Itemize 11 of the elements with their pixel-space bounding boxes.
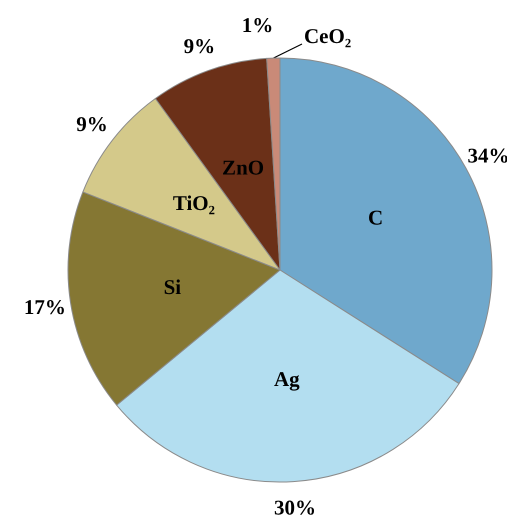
data-label: 17% <box>24 295 66 320</box>
slice-label: C <box>368 205 384 230</box>
slice-label: ZnO <box>222 155 264 180</box>
data-label: 1% <box>242 13 274 38</box>
slice-label: Si <box>164 275 182 300</box>
slice-label: CeO₂ <box>304 24 352 48</box>
slice-label: TiO₂ <box>172 191 215 216</box>
data-label: 9% <box>76 112 108 136</box>
data-label: 9% <box>184 34 216 58</box>
data-label: 30% <box>274 496 316 520</box>
slice-label: Ag <box>274 366 300 391</box>
